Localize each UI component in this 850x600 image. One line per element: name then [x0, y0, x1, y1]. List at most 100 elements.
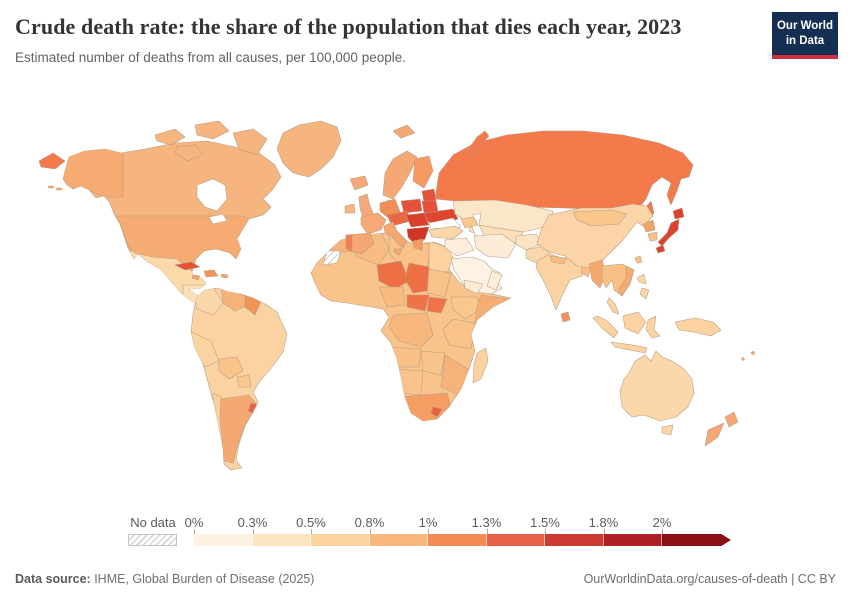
region-arctic-island[interactable]	[154, 128, 186, 146]
legend-bin[interactable]	[369, 534, 428, 546]
region-baltics[interactable]	[421, 188, 437, 203]
region-argentina[interactable]	[219, 394, 258, 464]
region-portugal[interactable]	[345, 234, 353, 253]
region-iceland[interactable]	[349, 175, 369, 191]
region-south-sudan[interactable]	[426, 296, 448, 314]
legend-bin[interactable]	[194, 534, 253, 546]
legend-no-data-label: No data	[130, 515, 176, 530]
region-ireland[interactable]	[344, 203, 356, 214]
region-chukotka[interactable]	[38, 152, 66, 170]
region-turkey[interactable]	[428, 225, 464, 240]
region-niger[interactable]	[376, 260, 410, 290]
region-vanuatu[interactable]	[741, 357, 745, 361]
region-borneo[interactable]	[622, 311, 647, 335]
region-china[interactable]	[536, 203, 654, 269]
region-new-zealand-north[interactable]	[724, 411, 739, 428]
region-france[interactable]	[360, 212, 387, 235]
region-australia[interactable]	[619, 350, 695, 422]
region-south-africa[interactable]	[400, 392, 452, 423]
license-note[interactable]: OurWorldinData.org/causes-of-death | CC …	[583, 572, 836, 586]
legend-tick-label: 1.8%	[588, 515, 619, 530]
legend-bin[interactable]	[545, 534, 604, 546]
region-sumatra[interactable]	[592, 315, 619, 339]
region-colombia[interactable]	[192, 287, 224, 316]
region-namibia-botswana[interactable]	[394, 368, 424, 396]
page-title: Crude death rate: the share of the popul…	[15, 14, 682, 39]
region-nigeria[interactable]	[378, 286, 406, 308]
region-lesotho[interactable]	[430, 406, 443, 418]
region-sri-lanka[interactable]	[560, 311, 571, 323]
region-hispaniola[interactable]	[203, 269, 219, 278]
region-java[interactable]	[610, 341, 648, 354]
region-chad[interactable]	[404, 262, 430, 294]
region-scandinavia[interactable]	[382, 150, 418, 200]
legend-tick-label: 1.3%	[471, 515, 502, 530]
region-japan-honshu[interactable]	[657, 218, 680, 247]
region-philippines[interactable]	[636, 273, 647, 285]
region-japan-hokkaido[interactable]	[672, 207, 685, 220]
region-vietnam[interactable]	[617, 265, 635, 297]
legend-tick-label: 0.3%	[237, 515, 268, 530]
region-angola[interactable]	[388, 346, 422, 368]
legend-bin[interactable]	[311, 534, 370, 546]
region-dr-congo[interactable]	[388, 312, 434, 348]
region-sicily[interactable]	[393, 248, 403, 256]
owid-logo[interactable]: Our World in Data	[772, 12, 838, 59]
region-tasmania[interactable]	[661, 424, 674, 436]
region-novaya-zemlya[interactable]	[466, 130, 490, 157]
region-philippines-south[interactable]	[639, 287, 650, 300]
region-cuba[interactable]	[174, 261, 201, 271]
region-italy[interactable]	[383, 221, 408, 249]
region-baffin-island[interactable]	[232, 128, 268, 156]
legend-tick-label: 0%	[184, 515, 204, 530]
region-malaysia[interactable]	[606, 297, 620, 315]
region-jamaica[interactable]	[191, 274, 201, 281]
legend-bin[interactable]	[662, 534, 731, 546]
region-somalia[interactable]	[474, 294, 510, 324]
region-zambia-zimbabwe[interactable]	[420, 350, 446, 376]
region-finland[interactable]	[412, 155, 434, 189]
region-new-guinea[interactable]	[674, 317, 722, 337]
region-aleutians[interactable]	[47, 185, 55, 189]
region-paraguay[interactable]	[236, 374, 252, 388]
region-fiji[interactable]	[751, 351, 755, 355]
region-sudan[interactable]	[426, 268, 452, 298]
world-map	[25, 106, 815, 508]
region-oman[interactable]	[486, 270, 503, 291]
region-puerto-rico[interactable]	[220, 273, 229, 279]
region-east-africa[interactable]	[442, 318, 476, 350]
region-svalbard[interactable]	[392, 124, 416, 139]
legend-bin[interactable]	[428, 534, 487, 546]
region-north-korea[interactable]	[642, 219, 656, 233]
region-taiwan[interactable]	[634, 255, 643, 264]
legend-tick-label: 1.5%	[530, 515, 560, 530]
region-ethiopia[interactable]	[450, 296, 482, 320]
region-arctic-island[interactable]	[194, 120, 230, 140]
region-nepal[interactable]	[549, 255, 567, 265]
region-sulawesi[interactable]	[645, 315, 661, 339]
legend-bin[interactable]	[486, 534, 545, 546]
region-mongolia[interactable]	[572, 209, 628, 227]
legend-bin[interactable]	[603, 534, 662, 546]
region-bolivia[interactable]	[218, 356, 244, 380]
legend-tick-mark	[486, 529, 488, 534]
region-greece[interactable]	[412, 238, 424, 251]
region-greenland[interactable]	[276, 120, 342, 178]
region-syria-iraq[interactable]	[444, 237, 475, 257]
region-western-sahara[interactable]	[322, 250, 342, 266]
region-afghanistan[interactable]	[515, 233, 543, 251]
legend-bin[interactable]	[252, 534, 311, 546]
region-romania-hungary[interactable]	[405, 212, 430, 228]
region-poland[interactable]	[400, 198, 423, 214]
region-japan-kyushu[interactable]	[655, 244, 666, 254]
region-victoria-island[interactable]	[174, 144, 204, 162]
region-new-zealand-south[interactable]	[704, 422, 725, 447]
region-iran[interactable]	[473, 233, 517, 259]
region-south-korea[interactable]	[647, 231, 658, 242]
region-yemen[interactable]	[463, 279, 484, 295]
region-madagascar[interactable]	[472, 347, 489, 384]
region-aleutians[interactable]	[55, 187, 63, 191]
region-central-african-republic[interactable]	[406, 294, 430, 312]
region-caucasus[interactable]	[460, 216, 479, 229]
legend-no-data-swatch[interactable]	[128, 534, 177, 546]
